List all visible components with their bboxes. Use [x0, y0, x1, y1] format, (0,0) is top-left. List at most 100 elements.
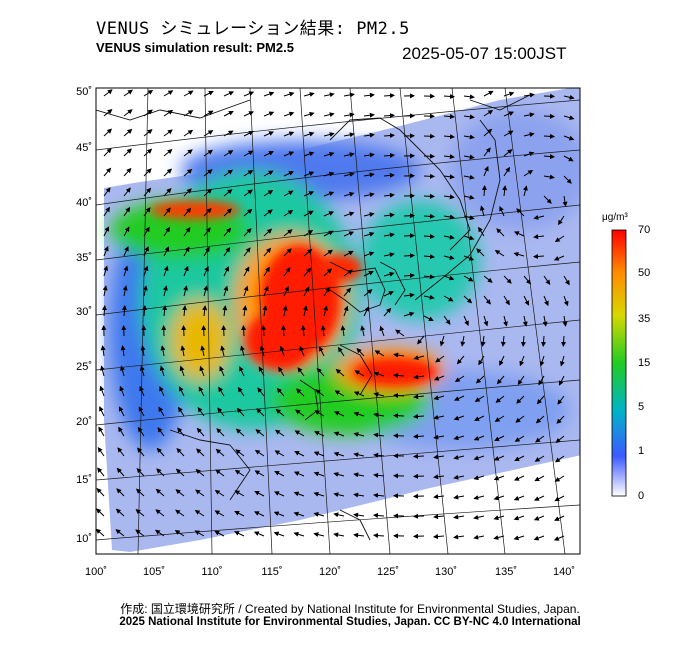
wind-arrow [198, 386, 205, 397]
wind-arrow [320, 325, 326, 337]
wind-arrow [120, 365, 125, 377]
wind-arrow [223, 130, 234, 137]
wind-arrow [203, 265, 209, 277]
wind-arrow [343, 191, 355, 197]
wind-arrow [314, 431, 325, 437]
colorbar [611, 229, 627, 497]
wind-arrow [463, 154, 475, 160]
forecast-timestamp: 2025-05-07 15:00JST [402, 44, 567, 63]
wind-arrow [453, 415, 465, 421]
wind-arrow [463, 315, 469, 327]
wind-arrow [534, 455, 545, 462]
lat-label-20: 20˚ [76, 416, 92, 428]
wind-arrow [220, 345, 226, 357]
wind-arrow [223, 246, 231, 257]
wind-arrow [323, 132, 335, 137]
wind-arrow [237, 386, 245, 397]
lon-label-120: 120˚ [318, 566, 342, 578]
wind-arrow [523, 295, 530, 306]
wind-arrow [123, 226, 130, 237]
wind-arrow [216, 428, 225, 437]
wind-arrow [554, 475, 565, 482]
wind-arrow [514, 435, 525, 442]
wind-arrow [463, 174, 475, 180]
wind-arrow [175, 468, 185, 477]
wind-arrow [294, 430, 305, 437]
wind-arrow [195, 468, 205, 477]
wind-arrow [553, 535, 565, 541]
wind-arrow [302, 305, 308, 317]
lon-label-115: 115˚ [261, 566, 283, 578]
wind-arrow [99, 406, 105, 417]
wind-arrow [183, 129, 194, 137]
wind-arrow [96, 508, 105, 517]
wind-arrow [503, 295, 510, 306]
wind-arrow [313, 512, 325, 517]
wind-arrow [294, 451, 305, 457]
wind-arrow [319, 346, 325, 357]
wind-arrow [261, 325, 267, 337]
wind-arrow [453, 474, 465, 480]
wind-arrow [443, 255, 455, 260]
wind-arrow [483, 90, 494, 97]
wind-arrow [293, 491, 305, 497]
wind-arrow [103, 89, 113, 97]
wind-arrow [203, 90, 214, 97]
wind-arrow [303, 92, 315, 97]
wind-arrow [474, 395, 485, 402]
wind-arrow [333, 431, 345, 437]
wind-arrow [562, 315, 568, 327]
wind-arrow [453, 455, 465, 460]
wind-arrow [558, 375, 565, 386]
wind-arrow [383, 232, 395, 238]
wind-arrow [523, 132, 535, 137]
map-title-japanese: VENUS シミュレーション結果: PM2.5 [96, 19, 410, 39]
wind-arrow [263, 266, 270, 277]
wind-arrow [259, 345, 265, 357]
wind-arrow [463, 235, 475, 241]
wind-arrow [303, 171, 315, 177]
wind-arrow [223, 111, 234, 117]
map-frame [95, 87, 581, 555]
wind-arrow [563, 94, 575, 100]
wind-arrow [333, 532, 345, 538]
wind-arrow [123, 89, 133, 97]
wind-arrow [194, 530, 205, 537]
wind-arrow [493, 455, 505, 461]
wind-arrow [293, 471, 305, 477]
wind-arrow [374, 350, 385, 357]
wind-arrow [363, 152, 375, 158]
wind-arrow [183, 246, 190, 257]
wind-arrow [274, 429, 285, 437]
colorbar-tick-5: 5 [638, 401, 645, 413]
wind-arrow [463, 275, 474, 282]
wind-arrow [242, 305, 248, 317]
wind-arrow [243, 131, 254, 137]
wind-arrow [473, 495, 485, 500]
wind-arrow [479, 205, 485, 217]
wind-arrow [103, 265, 109, 277]
wind-arrow [343, 152, 355, 158]
wind-arrow [276, 387, 285, 397]
wind-arrow [282, 305, 288, 317]
wind-arrow [163, 187, 172, 197]
wind-arrow [393, 372, 405, 378]
wind-arrow [103, 226, 110, 237]
wind-arrow [273, 511, 285, 517]
wind-arrow [403, 273, 415, 279]
wind-arrow [323, 286, 331, 297]
wind-arrow [313, 532, 325, 537]
wind-arrow [180, 345, 186, 357]
wind-arrow [516, 208, 525, 217]
wind-arrow [278, 366, 285, 377]
wind-arrow [223, 208, 232, 217]
wind-arrow [295, 388, 305, 397]
wind-arrow [333, 472, 345, 477]
wind-arrow [463, 94, 475, 100]
wind-arrow [323, 151, 335, 157]
wind-arrow [353, 411, 365, 417]
wind-arrow [443, 134, 455, 140]
wind-arrow [373, 452, 385, 458]
wind-arrow [499, 355, 505, 366]
wind-arrow [503, 149, 513, 157]
